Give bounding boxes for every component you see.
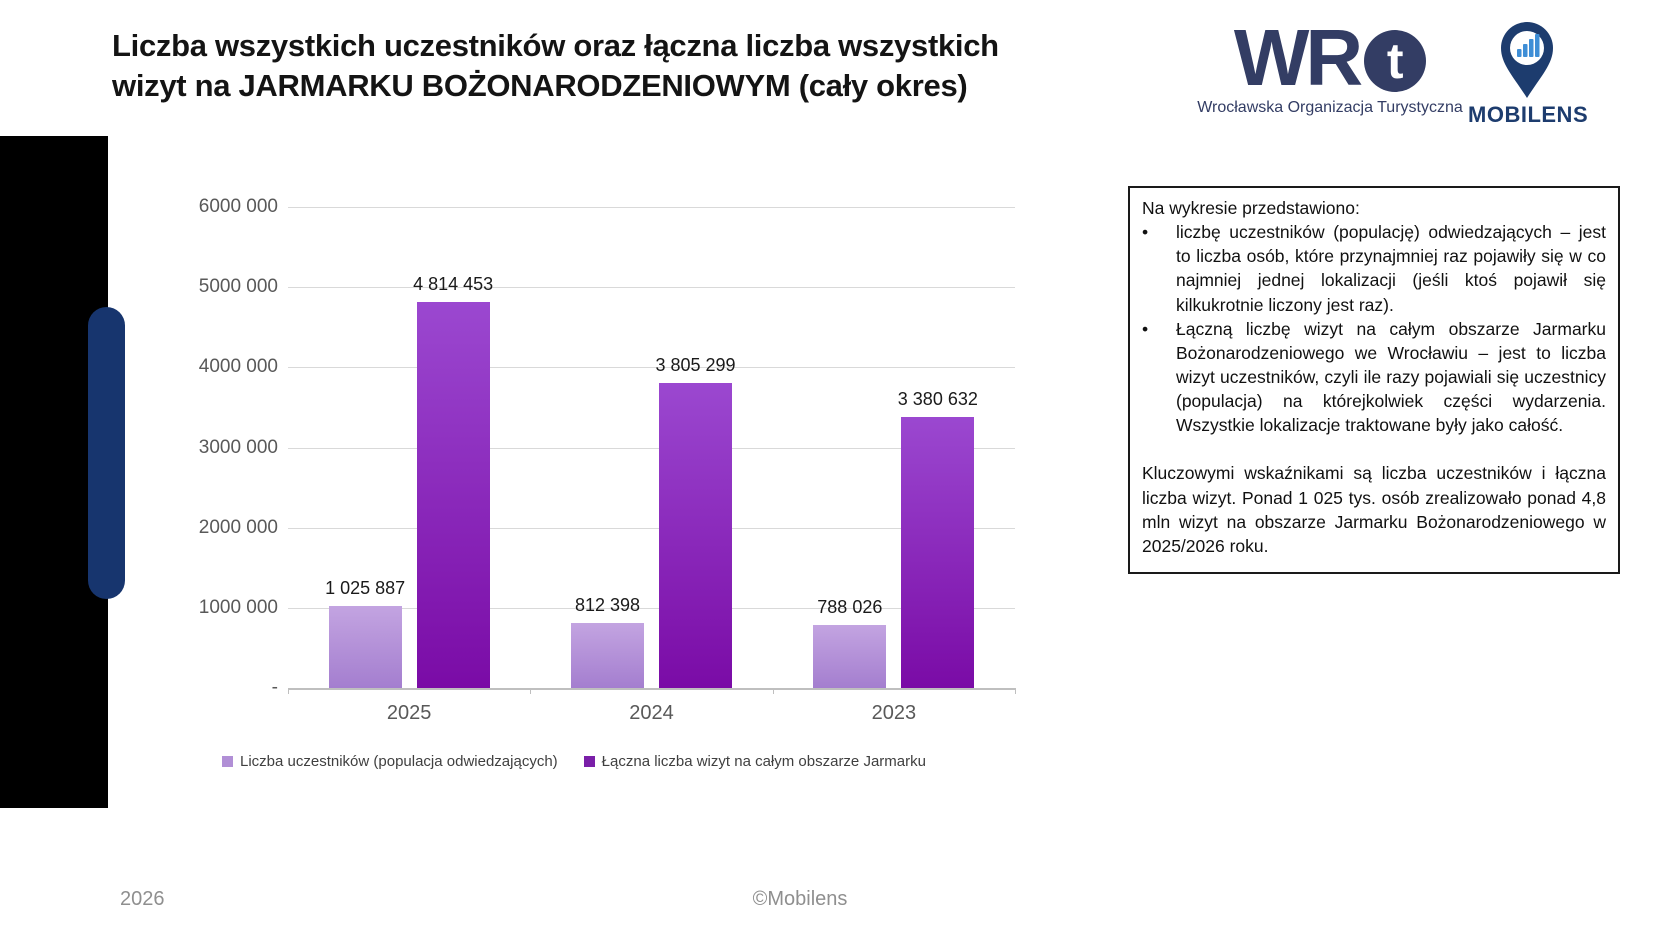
bar-chart: Liczba uczestników (populacja odwiedzają… — [160, 170, 1080, 820]
textbox-bullet-1-text: liczbę uczestników (populację) odwiedzaj… — [1176, 222, 1606, 315]
chart-legend: Liczba uczestników (populacja odwiedzają… — [222, 753, 926, 770]
page-title-line1: Liczba wszystkich uczestników oraz łączn… — [112, 28, 999, 63]
gridline — [288, 287, 1015, 289]
footer-copyright: ©Mobilens — [752, 888, 848, 910]
bullet-marker: • — [1142, 318, 1149, 339]
y-axis-tick-label: 6000 000 — [198, 196, 278, 217]
bullet-marker: • — [1142, 222, 1149, 243]
legend-item-visits: Łączna liczba wizyt na całym obszarze Ja… — [583, 753, 926, 770]
mobilens-logo: MOBILENS — [1468, 16, 1589, 128]
y-axis-tick-label: 4000 000 — [198, 356, 278, 378]
textbox-intro: Na wykresie przedstawiono: — [1142, 198, 1360, 218]
mobilens-logo-text: MOBILENS — [1468, 102, 1589, 127]
legend-label-visits: Łączna liczba wizyt na całym obszarze Ja… — [601, 753, 926, 770]
wrt-logo-text: WR — [1233, 13, 1363, 102]
bar-data-label: 3 805 299 — [655, 354, 736, 375]
legend-swatch-visits — [583, 756, 595, 767]
y-axis-tick-label: 5000 000 — [198, 276, 278, 298]
wrt-logo: WR t Wrocławska Organizacja Turystyczna — [1196, 13, 1464, 117]
gridline — [288, 207, 1015, 208]
explanation-textbox: Na wykresie przedstawiono: • liczbę ucze… — [1128, 186, 1620, 574]
y-axis-tick-label: 1000 000 — [198, 596, 278, 618]
bar-data-label: 4 814 453 — [413, 274, 494, 295]
x-axis-category-label: 2025 — [386, 702, 432, 724]
left-blue-pill — [88, 307, 125, 599]
bar-data-label: 1 025 887 — [325, 577, 406, 598]
x-axis-line — [288, 688, 1015, 690]
wrt-logo-mark: WR t — [1196, 13, 1464, 102]
bar-data-label: 788 026 — [817, 596, 883, 617]
textbox-bullet-1: • liczbę uczestników (populację) odwiedz… — [1142, 220, 1606, 317]
bar-data-label: 812 398 — [574, 594, 641, 615]
gridline — [288, 607, 1015, 609]
textbox-bullet-2: • Łączną liczbę wizyt na całym obszarze … — [1142, 317, 1606, 438]
y-axis-tick-label: - — [271, 677, 278, 698]
footer-year: 2026 — [120, 888, 165, 910]
bar-2023-series-0 — [813, 624, 887, 688]
y-axis-tick-label: 2000 000 — [198, 516, 278, 538]
x-axis-tick — [288, 688, 289, 694]
textbox-bullet-2-text: Łączną liczbę wizyt na całym obszarze Ja… — [1176, 318, 1606, 436]
legend-item-participants: Liczba uczestników (populacja odwiedzają… — [222, 753, 558, 770]
legend-swatch-participants — [222, 756, 233, 767]
page-title-line2: wizyt na JARMARKU BOŻONARODZENIOWYM (cał… — [112, 67, 968, 103]
x-axis-tick — [772, 688, 774, 694]
x-axis-category-label: 2024 — [629, 702, 674, 724]
textbox-summary-paragraph: Kluczowymi wskaźnikami są liczba uczestn… — [1142, 463, 1606, 556]
bar-2024-series-1 — [659, 382, 732, 688]
wrt-logo-circle-t-icon: t — [1364, 30, 1427, 92]
x-axis-category-label: 2023 — [871, 702, 917, 724]
mobilens-pin-icon — [1501, 22, 1553, 98]
gridline — [288, 527, 1015, 529]
gridline — [288, 367, 1015, 369]
bar-2025-series-1 — [416, 302, 490, 688]
bar-2025-series-0 — [328, 605, 402, 688]
legend-label-participants: Liczba uczestników (populacja odwiedzają… — [240, 753, 558, 770]
x-axis-tick — [1015, 688, 1016, 694]
bar-data-label: 3 380 632 — [897, 388, 978, 409]
bar-2024-series-0 — [571, 622, 644, 688]
wrt-logo-tagline: Wrocławska Organizacja Turystyczna — [1197, 99, 1463, 116]
y-axis-tick-label: 3000 000 — [198, 436, 278, 458]
gridline — [288, 447, 1015, 449]
x-axis-tick — [530, 688, 532, 694]
page-title: Liczba wszystkich uczestników oraz łączn… — [112, 26, 1127, 105]
bar-2023-series-1 — [901, 416, 975, 688]
